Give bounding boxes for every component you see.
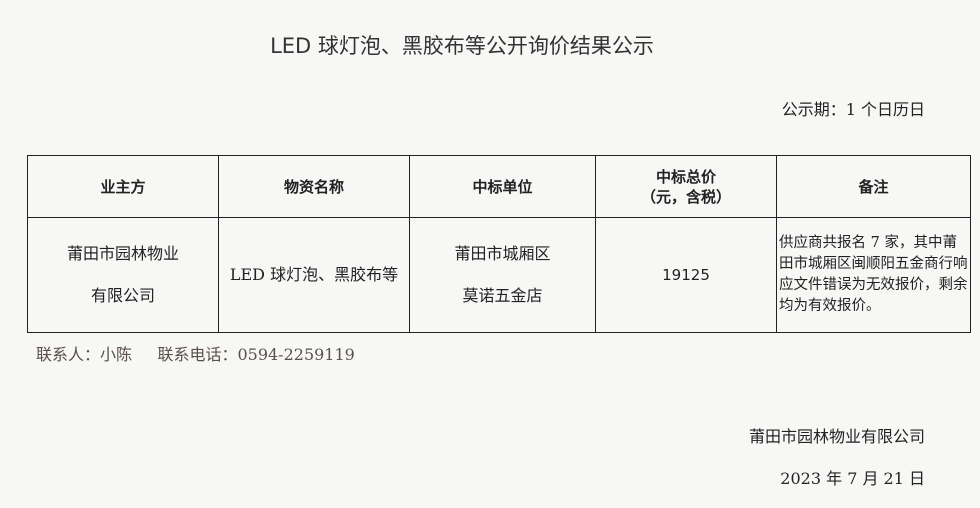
winner-line: 莆田市城厢区 <box>454 244 551 263</box>
owner-line: 有限公司 <box>90 286 155 305</box>
cell-owner: 莆田市园林物业 有限公司 <box>27 217 219 333</box>
header-price-unit: （元，含税） <box>640 187 731 206</box>
cell-winner: 莆田市城厢区 莫诺五金店 <box>409 217 596 333</box>
issue-date: 2023 年 7 月 21 日 <box>780 469 925 488</box>
contact-person: 联系人：小陈 <box>36 345 133 364</box>
header-owner: 业主方 <box>27 155 219 218</box>
winner-line: 莫诺五金店 <box>462 286 543 305</box>
owner-line: 莆田市园林物业 <box>66 244 179 263</box>
table-header-row: 业主方 物资名称 中标单位 中标总价 （元，含税） 备注 <box>27 155 971 218</box>
cell-material: LED 球灯泡、黑胶布等 <box>218 217 410 333</box>
cell-price: 19125 <box>595 217 777 333</box>
result-table: 业主方 物资名称 中标单位 中标总价 （元，含税） 备注 莆田市园林物业 有限公司 … <box>27 155 971 333</box>
header-material: 物资名称 <box>218 155 410 218</box>
header-price-label: 中标总价 <box>655 167 716 186</box>
header-note: 备注 <box>776 155 971 218</box>
contact-line: 联系人：小陈 联系电话：0594-2259119 <box>36 341 355 365</box>
page-title: LED 球灯泡、黑胶布等公开询价结果公示 <box>270 34 654 58</box>
publicity-period: 公示期：1 个日历日 <box>781 100 925 119</box>
cell-note: 供应商共报名 7 家，其中莆田市城厢区闽顺阳五金商行响应文件错误为无效报价，剩余… <box>776 217 971 333</box>
header-winner: 中标单位 <box>409 155 596 218</box>
header-price: 中标总价 （元，含税） <box>595 155 777 218</box>
table-row: 莆田市园林物业 有限公司 LED 球灯泡、黑胶布等 莆田市城厢区 莫诺五金店 191… <box>27 217 971 333</box>
contact-phone: 联系电话：0594-2259119 <box>157 345 355 364</box>
issuer-org: 莆田市园林物业有限公司 <box>748 427 925 446</box>
